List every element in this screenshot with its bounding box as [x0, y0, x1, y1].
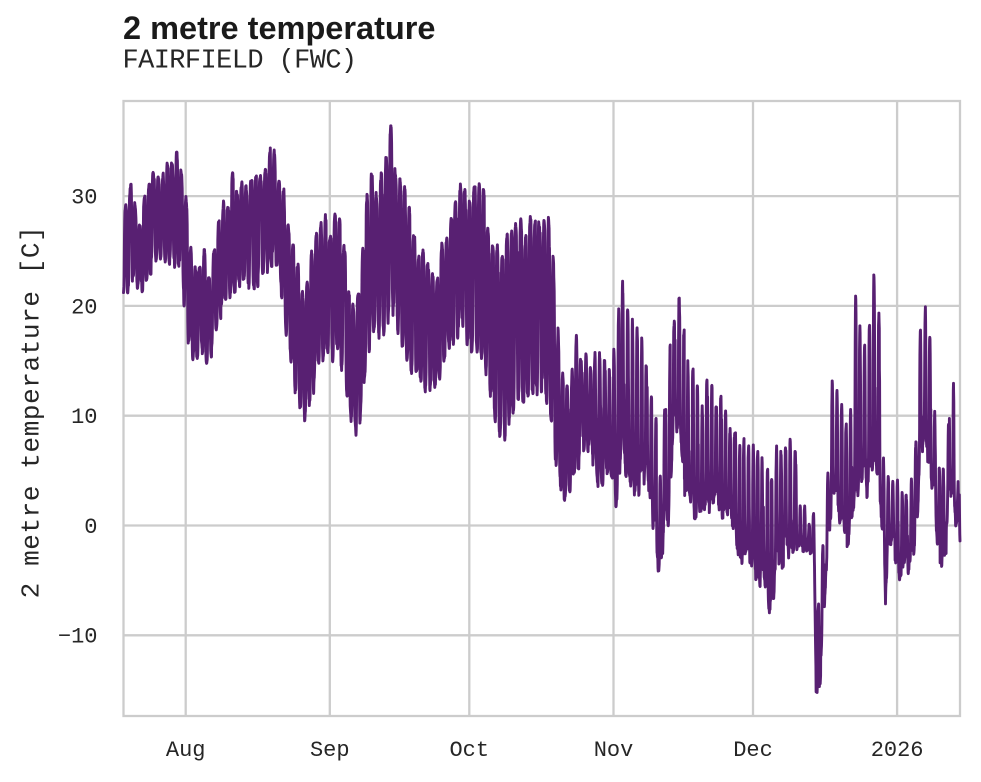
svg-text:30: 30	[71, 186, 97, 211]
svg-text:2 metre temperature: 2 metre temperature	[123, 10, 436, 46]
svg-text:2026: 2026	[871, 738, 924, 763]
svg-text:0: 0	[84, 515, 97, 540]
svg-text:2 metre temperature [C]: 2 metre temperature [C]	[17, 226, 47, 599]
svg-text:FAIRFIELD (FWC): FAIRFIELD (FWC)	[123, 47, 357, 77]
svg-text:−10: −10	[58, 625, 98, 650]
svg-text:Aug: Aug	[166, 738, 206, 763]
svg-text:Oct: Oct	[449, 738, 489, 763]
svg-text:20: 20	[71, 295, 97, 320]
svg-text:10: 10	[71, 405, 97, 430]
svg-text:Sep: Sep	[310, 738, 350, 763]
svg-text:Dec: Dec	[733, 738, 773, 763]
svg-text:Nov: Nov	[594, 738, 634, 763]
